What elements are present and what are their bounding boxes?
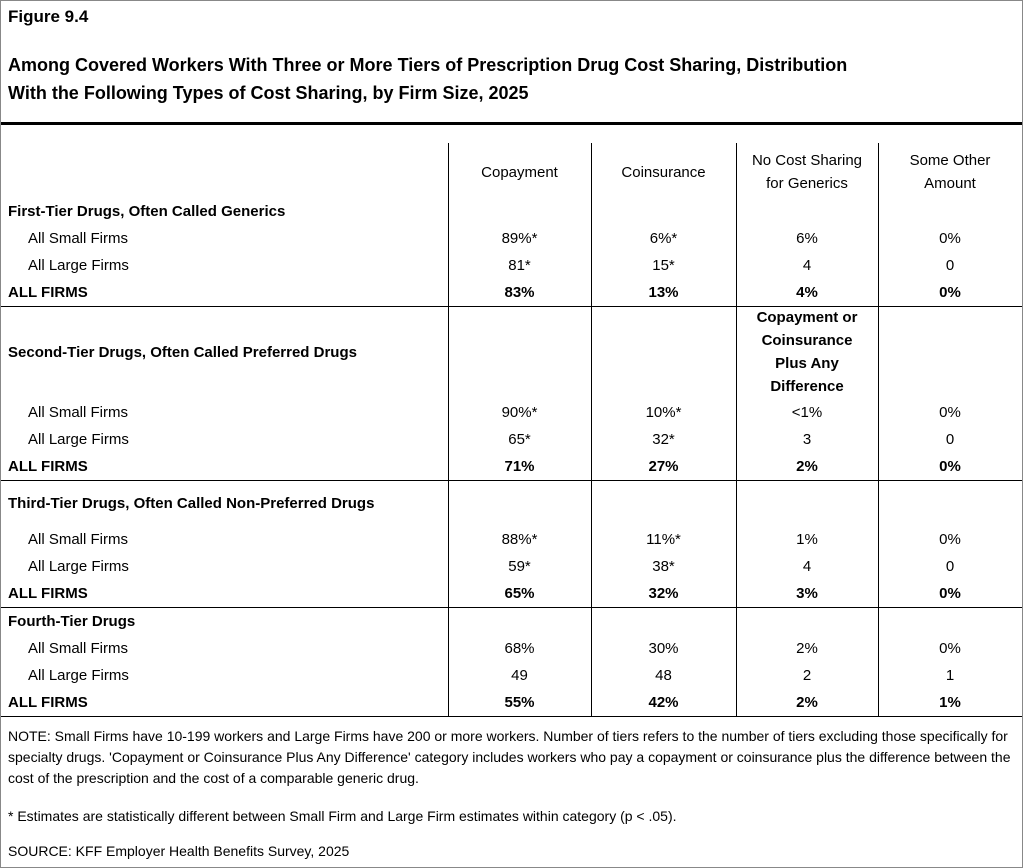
column-divider	[591, 143, 592, 716]
cell-value: 38*	[652, 557, 675, 575]
cell-value: 2%	[796, 639, 818, 657]
section-title: Fourth-Tier Drugs	[8, 612, 136, 630]
row-label: ALL FIRMS	[8, 693, 88, 711]
cell-value: 2%	[796, 693, 818, 711]
cell-value: 6%	[796, 229, 818, 247]
title-line: With the Following Types of Cost Sharing…	[8, 83, 529, 103]
cell-value: <1%	[791, 403, 823, 421]
cell-value: 81*	[508, 256, 531, 274]
row-label: All Large Firms	[28, 557, 129, 575]
section-rule	[1, 306, 1022, 307]
column-divider	[736, 143, 737, 716]
source: SOURCE: KFF Employer Health Benefits Sur…	[8, 843, 350, 859]
row-label: ALL FIRMS	[8, 457, 88, 475]
section-rule	[1, 716, 1022, 717]
column-divider	[448, 143, 449, 716]
section-title: Third-Tier Drugs, Often Called Non-Prefe…	[8, 494, 375, 512]
cell-value: 3%	[796, 584, 818, 602]
row-label: ALL FIRMS	[8, 283, 88, 301]
cell-value: 59*	[508, 557, 531, 575]
figure-title: Among Covered Workers With Three or More…	[8, 51, 847, 107]
section-title: Second-Tier Drugs, Often Called Preferre…	[8, 344, 357, 361]
cell-value: 0%	[939, 457, 961, 475]
row-label: ALL FIRMS	[8, 584, 88, 602]
cell-value: 2%	[796, 457, 818, 475]
cell-value: 32*	[652, 430, 675, 448]
section-rule	[1, 607, 1022, 608]
cell-value: 1%	[939, 693, 961, 711]
cell-value: 90%*	[501, 403, 538, 421]
column-header: Amount	[924, 175, 976, 192]
cell-value: 0%	[939, 403, 961, 421]
cell-value: 3	[802, 430, 812, 448]
cell-value: 4%	[796, 283, 818, 301]
row-label: All Small Firms	[28, 403, 128, 421]
cell-value: 55%	[504, 693, 535, 711]
column-header: No Cost Sharing	[751, 152, 863, 169]
column-note: Coinsurance	[761, 332, 853, 349]
cell-value: 11%*	[646, 530, 681, 548]
column-note: Difference	[770, 378, 844, 395]
cell-value: 10%*	[645, 403, 682, 421]
note: NOTE: Small Firms have 10-199 workers an…	[8, 728, 1011, 786]
cell-value: 83%	[504, 283, 535, 301]
cell-value: 68%	[504, 639, 535, 657]
cell-value: 2	[802, 666, 812, 684]
significance-note: * Estimates are statistically different …	[8, 808, 677, 824]
column-note: Copayment or	[756, 309, 858, 326]
cell-value: 65%	[504, 584, 535, 602]
column-header: Copayment	[481, 163, 558, 181]
cell-value: 89%*	[501, 229, 538, 247]
cell-value: 4	[802, 557, 812, 575]
cell-value: 6%*	[649, 229, 678, 247]
cell-value: 42%	[648, 693, 679, 711]
section-rule	[1, 480, 1022, 481]
cell-value: 0	[945, 256, 955, 274]
cell-value: 0%	[939, 530, 961, 548]
cell-value: 0	[945, 557, 955, 575]
cell-value: 0%	[939, 283, 961, 301]
row-label: All Large Firms	[28, 666, 129, 684]
row-label: All Small Firms	[28, 229, 128, 247]
cell-value: 48	[655, 666, 672, 684]
cell-value: 0%	[939, 584, 961, 602]
cell-value: 49	[511, 666, 528, 684]
cell-value: 1%	[796, 530, 818, 548]
cell-value: 0%	[939, 229, 961, 247]
cell-value: 30%	[648, 639, 679, 657]
cell-value: 71%	[504, 457, 535, 475]
cell-value: 1	[945, 666, 955, 684]
column-header: for Generics	[766, 175, 848, 192]
cell-value: 15*	[652, 256, 675, 274]
row-label: All Small Firms	[28, 639, 128, 657]
column-header: Coinsurance	[621, 163, 706, 181]
cell-value: 27%	[648, 457, 679, 475]
cell-value: 13%	[648, 283, 679, 301]
row-label: All Large Firms	[28, 256, 129, 274]
title-rule	[1, 122, 1022, 125]
title-line: Among Covered Workers With Three or More…	[8, 55, 848, 75]
cell-value: 65*	[508, 430, 531, 448]
section-title: First-Tier Drugs, Often Called Generics	[8, 203, 286, 220]
row-label: All Small Firms	[28, 530, 128, 548]
cell-value: 0%	[939, 639, 961, 657]
cell-value: 0	[945, 430, 955, 448]
figure-label: Figure 9.4	[8, 7, 89, 26]
cell-value: 4	[802, 256, 812, 274]
column-header: Some Other	[909, 152, 991, 169]
row-label: All Large Firms	[28, 430, 129, 448]
column-divider	[878, 143, 879, 716]
cell-value: 32%	[648, 584, 679, 602]
column-note: Plus Any	[775, 355, 839, 372]
cell-value: 88%*	[501, 530, 538, 548]
